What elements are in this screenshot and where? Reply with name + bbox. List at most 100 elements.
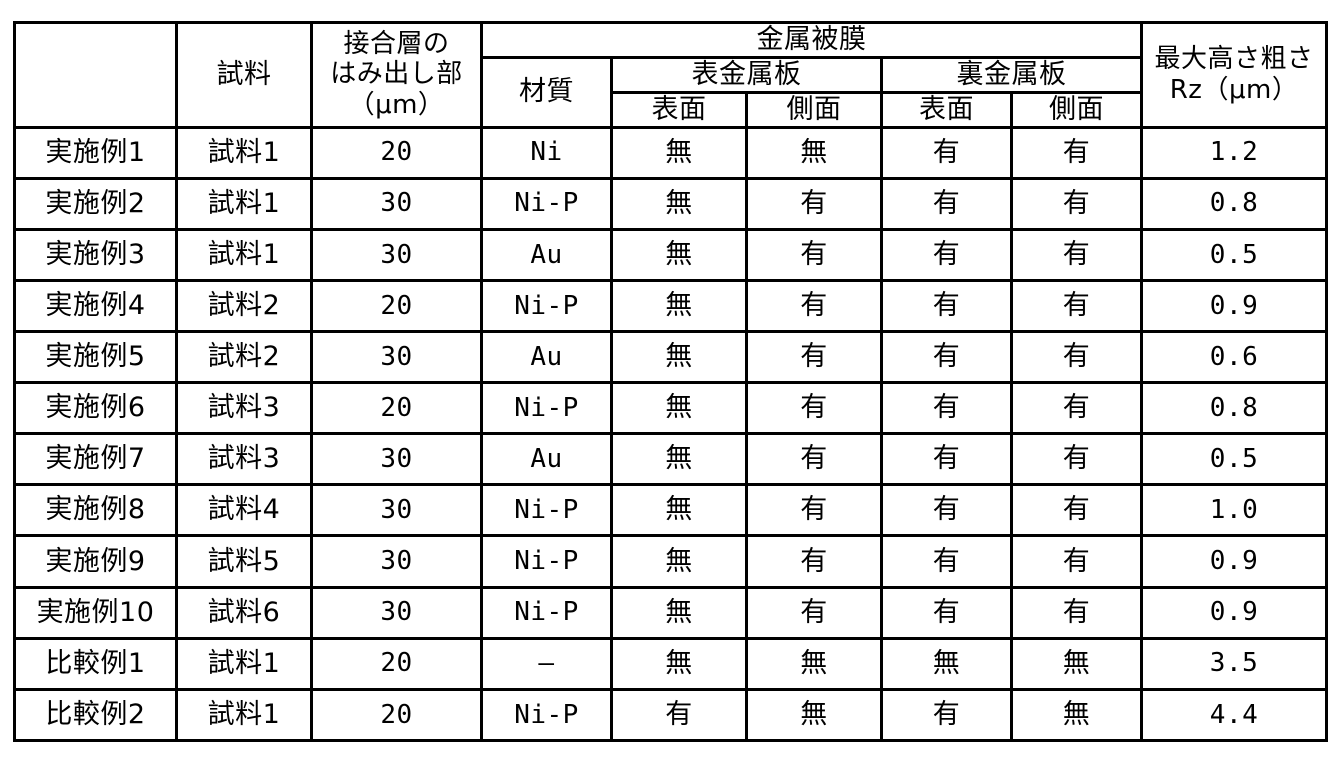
header-cell-front-surface: 表面 bbox=[612, 92, 747, 127]
header-cell-rz: 最大高さ粗さ Rz（μm） bbox=[1142, 23, 1327, 128]
cell-back-surface: 有 bbox=[882, 587, 1012, 638]
table-row: 実施例4試料220Ni-P無有有有0.9 bbox=[15, 280, 1327, 331]
table-row: 実施例10試料630Ni-P無有有有0.9 bbox=[15, 587, 1327, 638]
cell-back-side: 有 bbox=[1012, 332, 1142, 383]
cell-example-name: 実施例2 bbox=[15, 178, 177, 229]
cell-protrusion: 20 bbox=[312, 127, 482, 178]
cell-example-name: 実施例3 bbox=[15, 229, 177, 280]
cell-front-surface: 無 bbox=[612, 332, 747, 383]
table-body: 実施例1試料120Ni無無有有1.2実施例2試料130Ni-P無有有有0.8実施… bbox=[15, 127, 1327, 740]
cell-back-surface: 有 bbox=[882, 127, 1012, 178]
table-row: 実施例8試料430Ni-P無有有有1.0 bbox=[15, 485, 1327, 536]
header-cell-back-surface: 表面 bbox=[882, 92, 1012, 127]
cell-rz: 4.4 bbox=[1142, 689, 1327, 740]
cell-front-side: 有 bbox=[747, 485, 882, 536]
cell-rz: 0.5 bbox=[1142, 229, 1327, 280]
cell-sample: 試料2 bbox=[177, 280, 312, 331]
cell-protrusion: 30 bbox=[312, 229, 482, 280]
cell-material: Ni-P bbox=[482, 485, 612, 536]
header-cell-blank bbox=[15, 23, 177, 128]
cell-back-surface: 有 bbox=[882, 485, 1012, 536]
cell-front-surface: 無 bbox=[612, 383, 747, 434]
table-row: 実施例6試料320Ni-P無有有有0.8 bbox=[15, 383, 1327, 434]
cell-front-side: 有 bbox=[747, 229, 882, 280]
cell-back-side: 有 bbox=[1012, 178, 1142, 229]
cell-sample: 試料5 bbox=[177, 536, 312, 587]
cell-back-side: 有 bbox=[1012, 383, 1142, 434]
cell-example-name: 実施例8 bbox=[15, 485, 177, 536]
cell-sample: 試料3 bbox=[177, 383, 312, 434]
cell-back-side: 有 bbox=[1012, 485, 1142, 536]
cell-rz: 0.5 bbox=[1142, 434, 1327, 485]
header-rz-line1: 最大高さ粗さ bbox=[1143, 44, 1325, 75]
cell-protrusion: 30 bbox=[312, 332, 482, 383]
table-row: 実施例1試料120Ni無無有有1.2 bbox=[15, 127, 1327, 178]
cell-protrusion: 30 bbox=[312, 587, 482, 638]
cell-back-surface: 有 bbox=[882, 280, 1012, 331]
cell-rz: 0.9 bbox=[1142, 280, 1327, 331]
cell-protrusion: 20 bbox=[312, 383, 482, 434]
cell-back-surface: 有 bbox=[882, 383, 1012, 434]
cell-example-name: 実施例10 bbox=[15, 587, 177, 638]
cell-back-side: 無 bbox=[1012, 689, 1142, 740]
cell-protrusion: 30 bbox=[312, 485, 482, 536]
cell-sample: 試料1 bbox=[177, 229, 312, 280]
cell-front-side: 有 bbox=[747, 434, 882, 485]
cell-back-side: 有 bbox=[1012, 127, 1142, 178]
cell-front-side: 有 bbox=[747, 536, 882, 587]
cell-material: Ni bbox=[482, 127, 612, 178]
cell-front-surface: 無 bbox=[612, 127, 747, 178]
header-rz-line2: Rz（μm） bbox=[1143, 75, 1325, 106]
table-header: 試料 接合層の はみ出し部 （μm） 金属被膜 最大高さ粗さ Rz（μm） 材質… bbox=[15, 23, 1327, 128]
header-cell-sample: 試料 bbox=[177, 23, 312, 128]
cell-material: Ni-P bbox=[482, 178, 612, 229]
cell-rz: 0.9 bbox=[1142, 587, 1327, 638]
cell-protrusion: 30 bbox=[312, 434, 482, 485]
cell-front-side: 無 bbox=[747, 127, 882, 178]
cell-material: Ni-P bbox=[482, 536, 612, 587]
cell-sample: 試料1 bbox=[177, 178, 312, 229]
cell-front-surface: 無 bbox=[612, 434, 747, 485]
cell-sample: 試料6 bbox=[177, 587, 312, 638]
cell-protrusion: 20 bbox=[312, 280, 482, 331]
cell-example-name: 比較例1 bbox=[15, 638, 177, 689]
cell-front-surface: 有 bbox=[612, 689, 747, 740]
header-cell-back-plate-group: 裏金属板 bbox=[882, 57, 1142, 92]
cell-protrusion: 30 bbox=[312, 536, 482, 587]
cell-back-side: 有 bbox=[1012, 536, 1142, 587]
cell-back-side: 有 bbox=[1012, 587, 1142, 638]
cell-back-surface: 有 bbox=[882, 689, 1012, 740]
cell-material: Ni-P bbox=[482, 587, 612, 638]
cell-rz: 1.2 bbox=[1142, 127, 1327, 178]
document-page: 試料 接合層の はみ出し部 （μm） 金属被膜 最大高さ粗さ Rz（μm） 材質… bbox=[0, 0, 1337, 777]
cell-sample: 試料4 bbox=[177, 485, 312, 536]
cell-front-side: 有 bbox=[747, 587, 882, 638]
header-cell-front-side: 側面 bbox=[747, 92, 882, 127]
cell-sample: 試料2 bbox=[177, 332, 312, 383]
header-cell-back-side: 側面 bbox=[1012, 92, 1142, 127]
header-cell-front-plate-group: 表金属板 bbox=[612, 57, 882, 92]
header-cell-protrusion: 接合層の はみ出し部 （μm） bbox=[312, 23, 482, 128]
cell-material: Au bbox=[482, 229, 612, 280]
cell-rz: 0.6 bbox=[1142, 332, 1327, 383]
cell-rz: 0.9 bbox=[1142, 536, 1327, 587]
cell-sample: 試料3 bbox=[177, 434, 312, 485]
cell-rz: 0.8 bbox=[1142, 383, 1327, 434]
cell-protrusion: 20 bbox=[312, 689, 482, 740]
table-row: 比較例2試料120Ni-P有無有無4.4 bbox=[15, 689, 1327, 740]
cell-sample: 試料1 bbox=[177, 638, 312, 689]
cell-example-name: 実施例7 bbox=[15, 434, 177, 485]
cell-front-side: 有 bbox=[747, 332, 882, 383]
cell-protrusion: 30 bbox=[312, 178, 482, 229]
cell-front-side: 有 bbox=[747, 280, 882, 331]
cell-sample: 試料1 bbox=[177, 689, 312, 740]
cell-material: Ni-P bbox=[482, 280, 612, 331]
cell-back-side: 有 bbox=[1012, 229, 1142, 280]
cell-example-name: 実施例9 bbox=[15, 536, 177, 587]
cell-example-name: 実施例4 bbox=[15, 280, 177, 331]
header-protrusion-line2: はみ出し部 bbox=[313, 59, 480, 90]
table-row: 比較例1試料120–無無無無3.5 bbox=[15, 638, 1327, 689]
cell-material: – bbox=[482, 638, 612, 689]
table-row: 実施例7試料330Au無有有有0.5 bbox=[15, 434, 1327, 485]
cell-material: Ni-P bbox=[482, 383, 612, 434]
